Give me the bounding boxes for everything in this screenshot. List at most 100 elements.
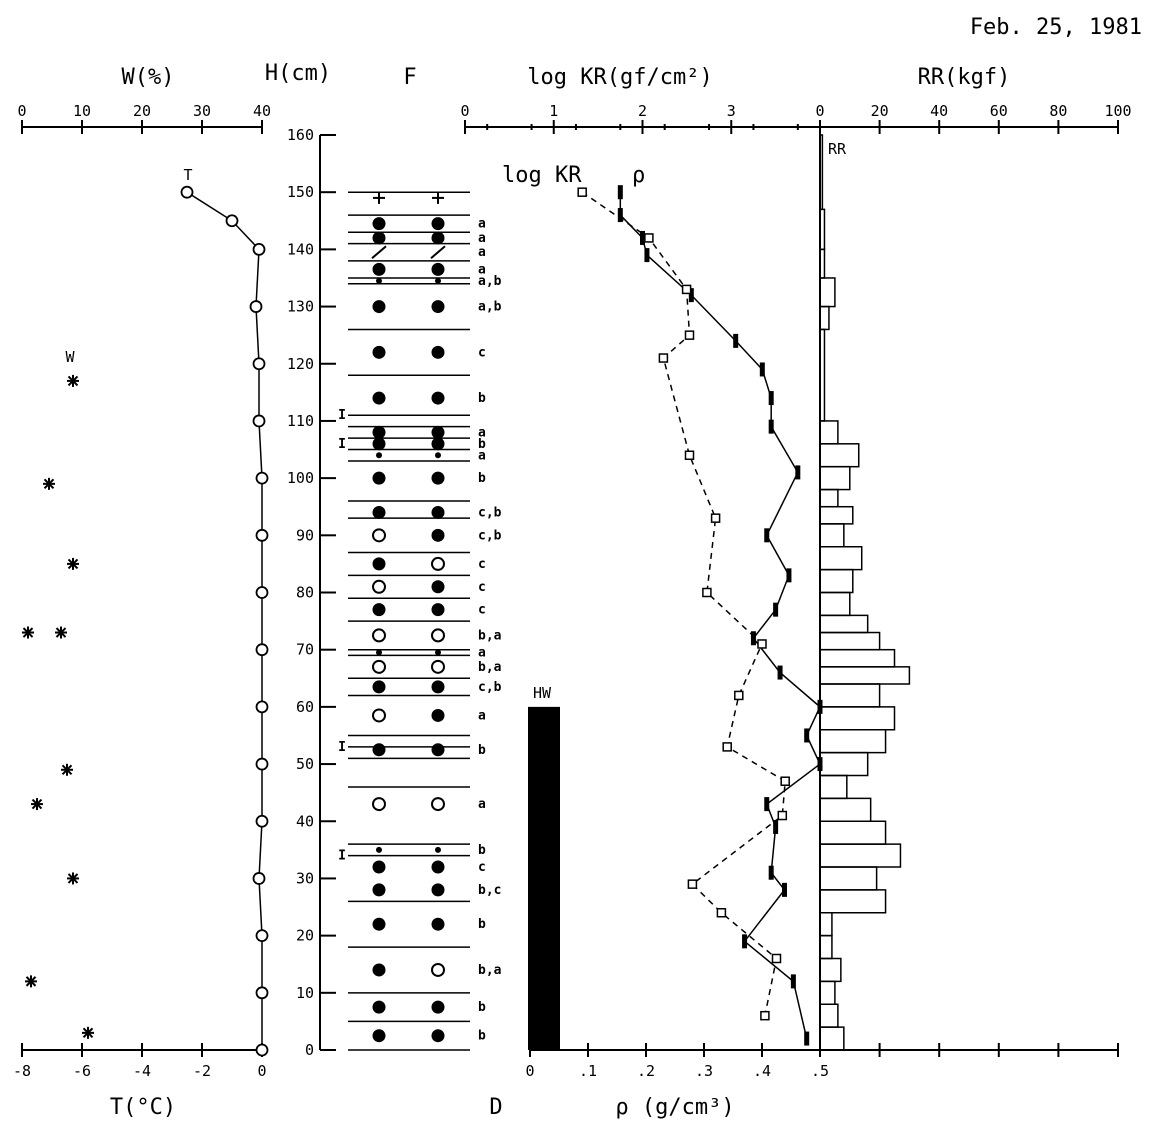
- grain-filled-circle: [372, 471, 386, 485]
- density-point: [644, 233, 654, 243]
- grain-code-label: b: [478, 437, 486, 452]
- temperature-point: [255, 757, 269, 771]
- grain-code-label: b: [478, 917, 486, 932]
- grain-filled-circle: [431, 883, 445, 897]
- log-kr-point: [804, 728, 810, 743]
- rr-bar: [819, 866, 878, 891]
- water-content-point: [67, 374, 79, 387]
- rho-tick-label: 0: [525, 1062, 534, 1080]
- grain-open-circle: [372, 528, 386, 543]
- grain-code-label: b,a: [478, 660, 502, 675]
- density-point: [760, 1010, 770, 1021]
- grain-filled-circle: [431, 1029, 445, 1043]
- ice-layer-marker: I: [338, 849, 346, 864]
- water-content-point: [67, 872, 79, 885]
- temperature-point: [252, 872, 266, 885]
- rr-series-label: RR: [828, 140, 847, 158]
- grain-code-label: c: [478, 860, 486, 875]
- temperature-point: [255, 471, 269, 485]
- density-point: [687, 879, 698, 889]
- grain-filled-circle: [431, 860, 445, 874]
- rr-bar: [819, 208, 826, 251]
- log-kr-point: [640, 230, 645, 245]
- grain-code-label: b: [478, 1000, 486, 1015]
- grain-filled-circle: [431, 471, 445, 485]
- h-tick-label: 0: [305, 1041, 314, 1059]
- rr-bar: [819, 614, 869, 634]
- rr-bar: [819, 305, 830, 331]
- rr-bar: [819, 420, 839, 445]
- h-tick-label: 140: [287, 240, 314, 258]
- ice-layer-marker: I: [338, 437, 346, 452]
- date-label: Feb. 25, 1981: [970, 15, 1142, 40]
- t-tick-label: -4: [133, 1062, 151, 1080]
- grain-small-dot: [376, 649, 382, 656]
- grain-code-label: a: [478, 646, 486, 661]
- rr-tick-label: 100: [1104, 102, 1131, 120]
- density-point: [734, 690, 744, 701]
- hw-bar: [528, 706, 560, 1050]
- grain-filled-circle: [372, 743, 386, 757]
- hard-water-layer: [528, 706, 560, 1050]
- log-kr-point: [733, 333, 739, 348]
- water-content-point: [55, 626, 67, 639]
- kr-tick-label: 3: [727, 102, 736, 120]
- h-tick-label: 100: [287, 469, 314, 487]
- density-point: [710, 513, 721, 523]
- temperature-point: [255, 700, 269, 714]
- grain-open-circle: [431, 962, 445, 977]
- log-kr-point: [617, 185, 623, 200]
- rr-bar: [819, 134, 824, 211]
- grain-filled-circle: [431, 300, 445, 314]
- grain-filled-circle: [372, 1000, 386, 1014]
- grain-code-label: a: [478, 448, 486, 463]
- t-tick-label: 0: [257, 1062, 266, 1080]
- grain-filled-circle: [372, 680, 386, 694]
- grain-code-label: c,b: [478, 528, 502, 543]
- grain-code-label: a: [478, 708, 486, 723]
- grain-filled-circle: [431, 917, 445, 931]
- rr-bar: [819, 912, 833, 937]
- h-tick-label: 160: [287, 126, 314, 144]
- grain-open-circle: [431, 659, 445, 674]
- log-kr-point: [768, 865, 774, 880]
- water-content-point: [82, 1026, 94, 1039]
- h-tick-label: 20: [296, 927, 314, 945]
- water-content-point: [67, 557, 79, 570]
- grain-filled-circle: [372, 437, 386, 451]
- h-tick-label: 80: [296, 584, 314, 602]
- grain-filled-circle: [372, 603, 386, 617]
- w-tick-label: 10: [73, 102, 91, 120]
- rho-axis-label: ρ (g/cm³): [615, 1095, 734, 1120]
- temperature-point: [255, 986, 269, 1000]
- rr-bar: [819, 277, 836, 308]
- rr-bar: [819, 648, 896, 668]
- h-tick-label: 150: [287, 183, 314, 201]
- rr-bar: [819, 797, 872, 822]
- t-tick-label: -2: [193, 1062, 211, 1080]
- grain-small-dot: [376, 452, 382, 459]
- grain-filled-circle: [372, 883, 386, 897]
- h-tick-label: 10: [296, 984, 314, 1002]
- log-kr-point: [617, 208, 623, 223]
- density-line: [581, 191, 786, 1016]
- h-tick-label: 120: [287, 355, 314, 373]
- grain-code-label: a: [478, 797, 486, 812]
- temperature-point: [255, 929, 269, 943]
- rr-bar: [819, 591, 851, 617]
- density-point: [757, 639, 767, 649]
- rr-bar: [819, 683, 881, 708]
- grain-open-circle: [431, 556, 445, 571]
- grain-filled-circle: [372, 1029, 386, 1043]
- grain-plus-symbol: [373, 191, 385, 204]
- rr-bar: [819, 546, 863, 571]
- grain-code-label: a: [478, 245, 486, 260]
- grain-filled-circle: [431, 528, 445, 542]
- rho-tick-label: .4: [753, 1062, 771, 1080]
- h-tick-label: 130: [287, 298, 314, 316]
- grain-code-label: a,b: [478, 274, 502, 289]
- ice-layer-marker: I: [338, 408, 346, 423]
- grain-open-circle: [372, 797, 386, 812]
- rho-tick-label: .2: [637, 1062, 655, 1080]
- temperature-point: [255, 814, 269, 828]
